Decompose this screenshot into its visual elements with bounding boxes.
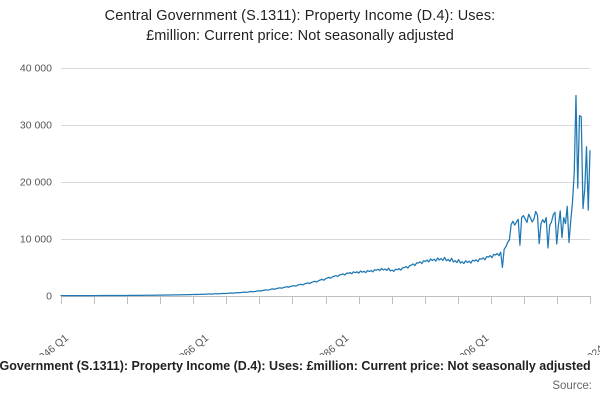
chart-title-line-2: £million: Current price: Not seasonally …: [146, 28, 454, 44]
y-axis-tick-label: 30 000: [20, 120, 52, 132]
x-axis-tick-label: 2006 Q1: [453, 332, 492, 355]
gridlines: [61, 68, 590, 240]
source-label: Source:: [552, 380, 592, 392]
x-axis: [61, 296, 591, 304]
series-line: [60, 94, 591, 297]
y-axis-tick-label: 20 000: [20, 177, 52, 189]
x-axis-tick-label: 1946 Q1: [32, 332, 71, 355]
footer-title: Central Government (S.1311): Property In…: [0, 359, 591, 373]
x-axis-tick-label: 1966 Q1: [172, 332, 211, 355]
line-chart-svg: 0 10 000 20 000 30 000 40 000 1946 Q1 1966 Q1…: [20, 63, 600, 355]
data-series: [60, 94, 591, 297]
y-axis-tick-label: 10 000: [20, 234, 52, 246]
y-axis-tick-labels: 0 10 000 20 000 30 000 40 000: [20, 63, 52, 303]
chart-footer: Central Government (S.1311): Property In…: [0, 355, 600, 400]
plot-area: 0 10 000 20 000 30 000 40 000 1946 Q1 1966 Q1…: [20, 63, 600, 355]
chart-title-line-1: Central Government (S.1311): Property In…: [104, 8, 496, 24]
chart-title: Central Government (S.1311): Property In…: [0, 6, 600, 46]
y-axis-tick-label: 0: [46, 291, 52, 303]
x-axis-tick-label: 2024 Q2: [581, 332, 600, 355]
x-axis-tick-label: 1986 Q1: [313, 332, 352, 355]
y-axis-tick-label: 40 000: [20, 63, 52, 75]
x-axis-tick-labels: 1946 Q1 1966 Q1 1986 Q1 2006 Q1 2024 Q2: [32, 332, 600, 355]
